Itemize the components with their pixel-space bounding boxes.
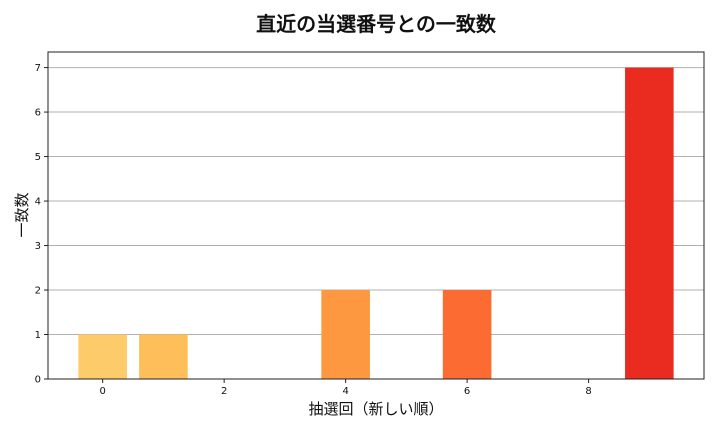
x-tick-label: 0	[99, 386, 105, 397]
bar	[625, 67, 674, 380]
y-axis-label: 一致数	[13, 192, 31, 237]
bar	[321, 290, 370, 379]
x-tick-label: 2	[221, 386, 227, 397]
bar	[78, 334, 127, 379]
plot-frame	[47, 51, 705, 380]
x-axis-label: 抽選回（新しい順）	[308, 400, 443, 418]
x-tick-label: 4	[342, 386, 348, 397]
y-tick-label: 4	[35, 197, 41, 208]
y-tick-label: 6	[35, 108, 41, 119]
y-axis: 0 1 2 3 4 5 6 7	[35, 63, 48, 386]
bar	[442, 290, 492, 379]
x-tick-label: 8	[585, 386, 591, 397]
x-axis: 0 2 4 6 8	[99, 379, 592, 397]
bar	[139, 334, 188, 379]
grid	[48, 67, 704, 336]
y-tick-label: 7	[35, 63, 41, 74]
bars	[78, 67, 674, 380]
y-tick-label: 3	[35, 241, 41, 252]
y-tick-label: 2	[35, 286, 41, 297]
x-tick-label: 6	[464, 386, 470, 397]
y-tick-label: 1	[35, 330, 41, 341]
chart-title: 直近の当選番号との一致数	[256, 12, 497, 36]
y-tick-label: 5	[35, 152, 41, 163]
y-tick-label: 0	[35, 375, 41, 386]
